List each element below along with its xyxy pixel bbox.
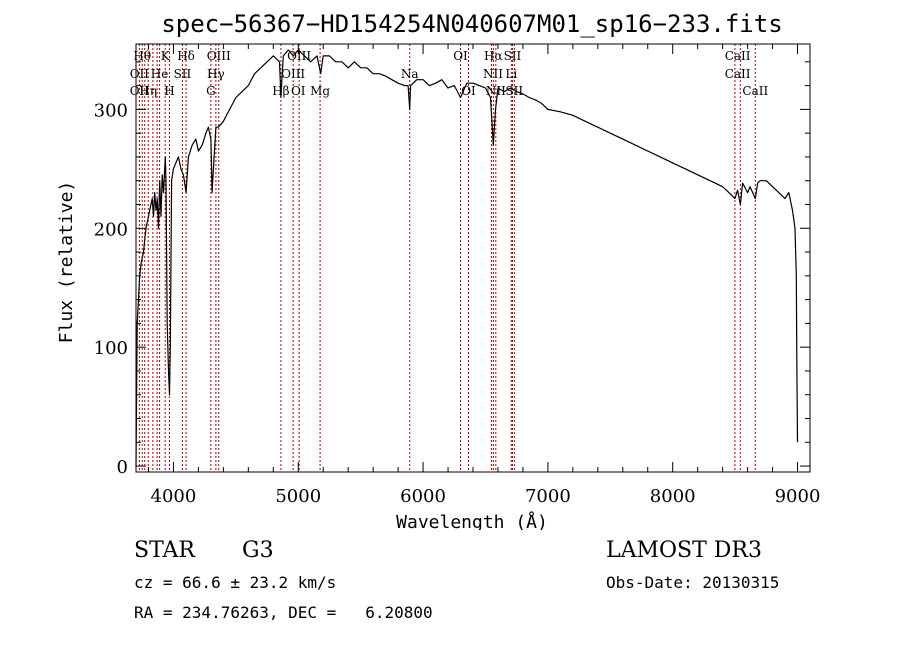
x-tick-label: 7000 bbox=[525, 486, 571, 507]
spectral-line-label: CaII bbox=[725, 67, 751, 81]
spectral-line-label: Hδ bbox=[177, 49, 195, 63]
y-tick-label: 300 bbox=[94, 100, 128, 121]
spectral-line-label: OI bbox=[291, 84, 306, 98]
x-tick-label: 5000 bbox=[275, 486, 321, 507]
object-subclass: G3 bbox=[242, 538, 274, 563]
spectral-line-label: NII bbox=[486, 84, 506, 98]
spectral-line-label: H bbox=[164, 84, 174, 98]
spectral-line-label: SII bbox=[504, 49, 522, 63]
spectral-line-label: SII bbox=[505, 84, 523, 98]
spectral-line-label: Hβ bbox=[272, 84, 289, 98]
axis-ticks bbox=[136, 44, 810, 472]
flux-series-line bbox=[135, 49, 799, 467]
x-tick-label: 6000 bbox=[400, 486, 446, 507]
spectral-line-label: Na bbox=[401, 67, 419, 81]
spectral-line-label: G bbox=[206, 84, 216, 98]
x-tick-label: 4000 bbox=[151, 486, 197, 507]
spectrum-chart: 4000 5000 6000 7000 8000 9000 0 100 200 300 Hθ K Hδ… bbox=[56, 10, 821, 530]
spectral-line-label: CaII bbox=[725, 49, 751, 63]
spectral-line-label: K bbox=[161, 49, 171, 63]
x-tick-label: 8000 bbox=[650, 486, 696, 507]
series-layer bbox=[135, 49, 799, 467]
y-tick-label: 200 bbox=[94, 219, 128, 240]
spectral-line-label: Hα bbox=[484, 49, 503, 63]
plot-frame bbox=[135, 43, 811, 473]
spectral-line-label: SII bbox=[174, 67, 192, 81]
spectral-line-label: OIII bbox=[207, 49, 231, 63]
line-marker-group bbox=[138, 44, 756, 472]
ra-dec: RA = 234.76263, DEC = 6.20800 bbox=[134, 603, 433, 622]
spectral-line-label: OII bbox=[130, 84, 150, 98]
spectral-line-label: OIII bbox=[287, 49, 311, 63]
object-class: STAR bbox=[134, 538, 195, 563]
spectral-line-label: Hη bbox=[139, 84, 157, 98]
x-tick-label: 9000 bbox=[775, 486, 821, 507]
chart-title: spec−56367−HD154254N040607M01_sp16−233.f… bbox=[161, 10, 782, 38]
y-tick-label: 0 bbox=[117, 457, 128, 478]
spectral-line-label: He bbox=[151, 67, 169, 81]
spectral-line-label: OI bbox=[453, 49, 468, 63]
redshift-cz: cz = 66.6 ± 23.2 km/s bbox=[134, 573, 337, 592]
spectral-line-label: OIII bbox=[281, 67, 305, 81]
spectral-line-label: Hθ bbox=[133, 49, 151, 63]
observation-date: Obs-Date: 20130315 bbox=[606, 573, 780, 592]
y-axis-label: Flux (relative) bbox=[56, 181, 77, 344]
y-tick-label: 100 bbox=[94, 338, 128, 359]
spectral-line-label: OII bbox=[130, 67, 150, 81]
survey-name: LAMOST DR3 bbox=[606, 538, 762, 563]
spectral-line-label: Hγ bbox=[207, 67, 225, 81]
spectral-line-label: Li bbox=[505, 67, 517, 81]
x-axis-label: Wavelength (Å) bbox=[396, 511, 548, 530]
axis-tick-labels: 4000 5000 6000 7000 8000 9000 0 100 200 300 bbox=[94, 100, 821, 507]
spectral-line-label: Mg bbox=[310, 84, 330, 98]
spectral-line-label: OI bbox=[461, 84, 476, 98]
spectral-line-label: CaII bbox=[742, 84, 768, 98]
spectral-line-label: NII bbox=[483, 67, 503, 81]
